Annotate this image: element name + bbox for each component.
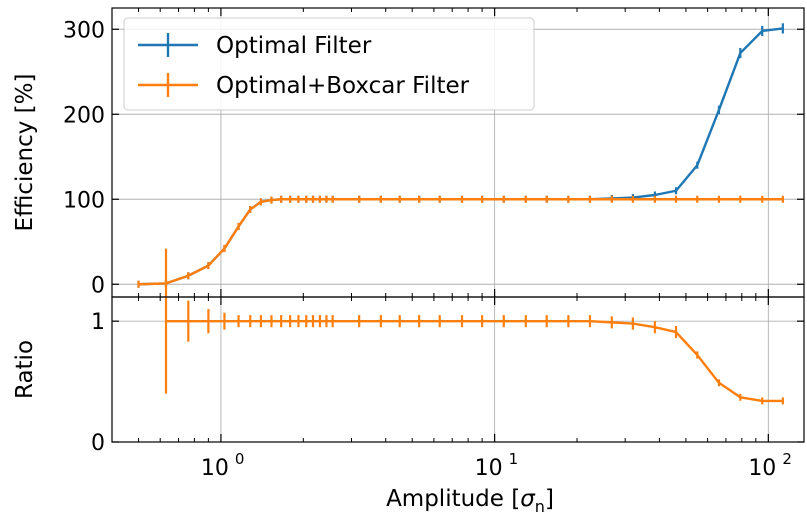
- ratio-line: [166, 319, 783, 403]
- ratio-gridlines: [112, 297, 804, 443]
- ratio-y-axis-label: Ratio: [12, 340, 38, 399]
- legend-box: [123, 17, 535, 111]
- ratio-series: [164, 248, 784, 405]
- x-tick-label-1: 10: [475, 456, 503, 481]
- efficiency-panel: 0 100 200 300 Efficiency [%] Optimal Filter…: [12, 7, 805, 298]
- x-tick-label-exp-1: 1: [509, 450, 519, 468]
- legend: Optimal Filter Optimal+Boxcar Filter: [123, 17, 535, 111]
- efficiency-ytick-label-2: 200: [63, 103, 105, 128]
- efficiency-y-axis-label: Efficiency [%]: [12, 74, 38, 232]
- efficiency-ticks: 0 100 200 300: [63, 8, 804, 298]
- x-tick-label-0: 10: [201, 456, 229, 481]
- x-tick-label-2: 10: [748, 456, 776, 481]
- efficiency-ytick-label-0: 0: [91, 273, 105, 298]
- ratio-ytick-label-0: 0: [91, 431, 105, 456]
- ratio-ticks: 0 1 10 0 10 1 10 2: [91, 297, 804, 481]
- legend-label-1: Optimal+Boxcar Filter: [216, 73, 470, 99]
- amplitude-x-axis-label: Amplitude [σn]: [386, 486, 554, 516]
- ratio-panel: 0 1 10 0 10 1 10 2 Ratio Amplitude [σn]: [12, 248, 805, 516]
- efficiency-ytick-label-1: 100: [63, 188, 105, 213]
- x-tick-label-exp-0: 0: [235, 450, 245, 468]
- efficiency-series: [137, 23, 784, 288]
- legend-label-0: Optimal Filter: [216, 33, 372, 59]
- legend-items: Optimal Filter Optimal+Boxcar Filter: [138, 33, 470, 99]
- ratio-axes-frame: [111, 296, 805, 443]
- ratio-ytick-label-1: 1: [91, 310, 105, 335]
- efficiency-ytick-label-3: 300: [63, 18, 105, 43]
- optimal-boxcar-filter-line: [138, 198, 783, 286]
- x-tick-label-exp-2: 2: [782, 450, 792, 468]
